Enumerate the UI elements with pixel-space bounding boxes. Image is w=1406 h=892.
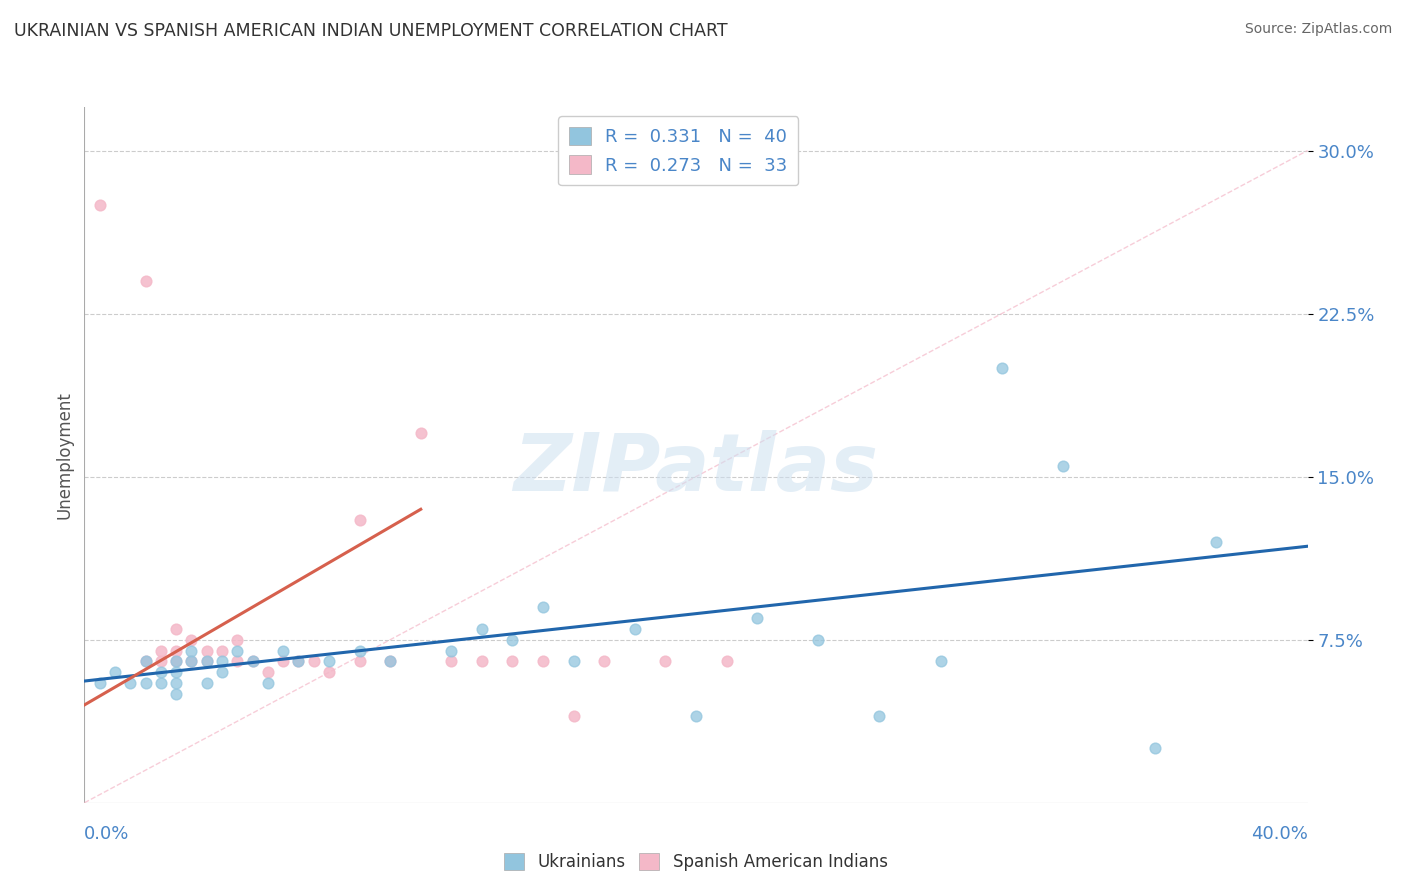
Point — [257, 665, 280, 680]
Point — [195, 655, 218, 669]
Point — [287, 655, 309, 669]
Point — [180, 643, 202, 657]
Point — [593, 655, 616, 669]
Text: Source: ZipAtlas.com: Source: ZipAtlas.com — [1244, 22, 1392, 37]
Point — [165, 676, 187, 690]
Point — [226, 632, 249, 647]
Point — [89, 676, 111, 690]
Point — [807, 632, 830, 647]
Point — [135, 274, 157, 288]
Point — [149, 676, 172, 690]
Point — [349, 513, 371, 527]
Point — [869, 708, 891, 723]
Point — [226, 643, 249, 657]
Point — [135, 676, 157, 690]
Point — [1143, 741, 1166, 756]
Point — [149, 655, 172, 669]
Point — [120, 676, 142, 690]
Point — [440, 643, 463, 657]
Point — [271, 643, 294, 657]
Point — [471, 622, 494, 636]
Point — [165, 687, 187, 701]
Point — [149, 643, 172, 657]
Point — [991, 360, 1014, 375]
Point — [211, 665, 233, 680]
Point — [211, 643, 233, 657]
Point — [716, 655, 738, 669]
Point — [195, 676, 218, 690]
Point — [562, 708, 585, 723]
Point — [624, 622, 647, 636]
Point — [165, 622, 187, 636]
Text: ZIPatlas: ZIPatlas — [513, 430, 879, 508]
Y-axis label: Unemployment: Unemployment — [55, 391, 73, 519]
Point — [242, 655, 264, 669]
Point — [318, 665, 340, 680]
Text: 0.0%: 0.0% — [84, 825, 129, 843]
Text: 40.0%: 40.0% — [1251, 825, 1308, 843]
Point — [257, 676, 280, 690]
Text: UKRAINIAN VS SPANISH AMERICAN INDIAN UNEMPLOYMENT CORRELATION CHART: UKRAINIAN VS SPANISH AMERICAN INDIAN UNE… — [14, 22, 728, 40]
Point — [287, 655, 309, 669]
Point — [471, 655, 494, 669]
Point — [654, 655, 676, 669]
Point — [135, 655, 157, 669]
Point — [195, 655, 218, 669]
Point — [380, 655, 402, 669]
Point — [440, 655, 463, 669]
Point — [242, 655, 264, 669]
Point — [302, 655, 325, 669]
Point — [180, 632, 202, 647]
Point — [226, 655, 249, 669]
Point — [318, 655, 340, 669]
Point — [165, 665, 187, 680]
Point — [349, 643, 371, 657]
Point — [271, 655, 294, 669]
Point — [165, 643, 187, 657]
Point — [104, 665, 127, 680]
Point — [89, 198, 111, 212]
Point — [380, 655, 402, 669]
Point — [165, 655, 187, 669]
Point — [211, 655, 233, 669]
Point — [562, 655, 585, 669]
Point — [349, 655, 371, 669]
Point — [180, 655, 202, 669]
Point — [180, 655, 202, 669]
Point — [149, 665, 172, 680]
Point — [531, 600, 554, 615]
Point — [135, 655, 157, 669]
Point — [531, 655, 554, 669]
Point — [165, 655, 187, 669]
Point — [502, 655, 524, 669]
Point — [195, 643, 218, 657]
Point — [502, 632, 524, 647]
Point — [409, 426, 432, 441]
Point — [747, 611, 769, 625]
Legend: Ukrainians, Spanish American Indians: Ukrainians, Spanish American Indians — [498, 847, 894, 878]
Point — [1052, 458, 1074, 473]
Point — [685, 708, 707, 723]
Point — [929, 655, 952, 669]
Point — [1205, 535, 1227, 549]
